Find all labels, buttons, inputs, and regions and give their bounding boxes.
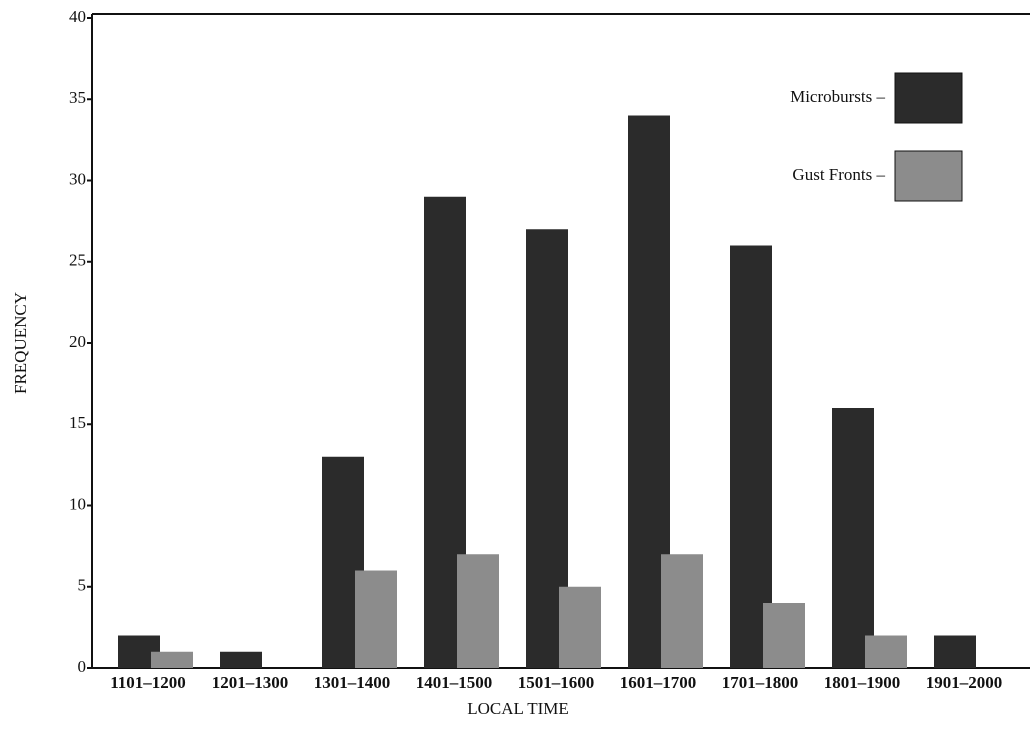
bar [832, 408, 874, 668]
legend-swatch [894, 150, 963, 202]
y-axis-label: FREQUENCY [11, 292, 30, 394]
legend-label: Gust Fronts – [792, 165, 885, 184]
bar [661, 554, 703, 668]
y-tick-label: 25 [69, 251, 86, 270]
bar [151, 651, 193, 668]
x-tick-label: 1901–2000 [926, 673, 1003, 692]
y-tick-label: 5 [78, 576, 87, 595]
legend-label: Microbursts – [790, 87, 885, 106]
x-tick-label: 1301–1400 [314, 673, 391, 692]
x-tick-label: 1101–1200 [110, 673, 186, 692]
bar [934, 635, 976, 668]
x-tick-label: 1801–1900 [824, 673, 901, 692]
y-tick-label: 0 [78, 657, 87, 676]
bar [457, 554, 499, 668]
y-tick-label: 20 [69, 332, 86, 351]
y-tick-label: 30 [69, 169, 86, 188]
y-tick-label: 10 [69, 494, 86, 513]
bar [220, 651, 262, 668]
bar [865, 635, 907, 668]
y-tick-label: 15 [69, 413, 86, 432]
x-tick-label: 1601–1700 [620, 673, 697, 692]
x-tick-label: 1701–1800 [722, 673, 799, 692]
bar [355, 570, 397, 668]
bar [763, 603, 805, 668]
y-tick-label: 35 [69, 88, 86, 107]
bar [730, 245, 772, 668]
x-tick-label: 1201–1300 [212, 673, 289, 692]
y-tick-label: 40 [69, 7, 86, 26]
legend-swatch [894, 72, 963, 124]
x-tick-label: 1501–1600 [518, 673, 595, 692]
x-tick-label: 1401–1500 [416, 673, 493, 692]
x-axis-label: LOCAL TIME [467, 699, 569, 718]
bar [559, 586, 601, 668]
